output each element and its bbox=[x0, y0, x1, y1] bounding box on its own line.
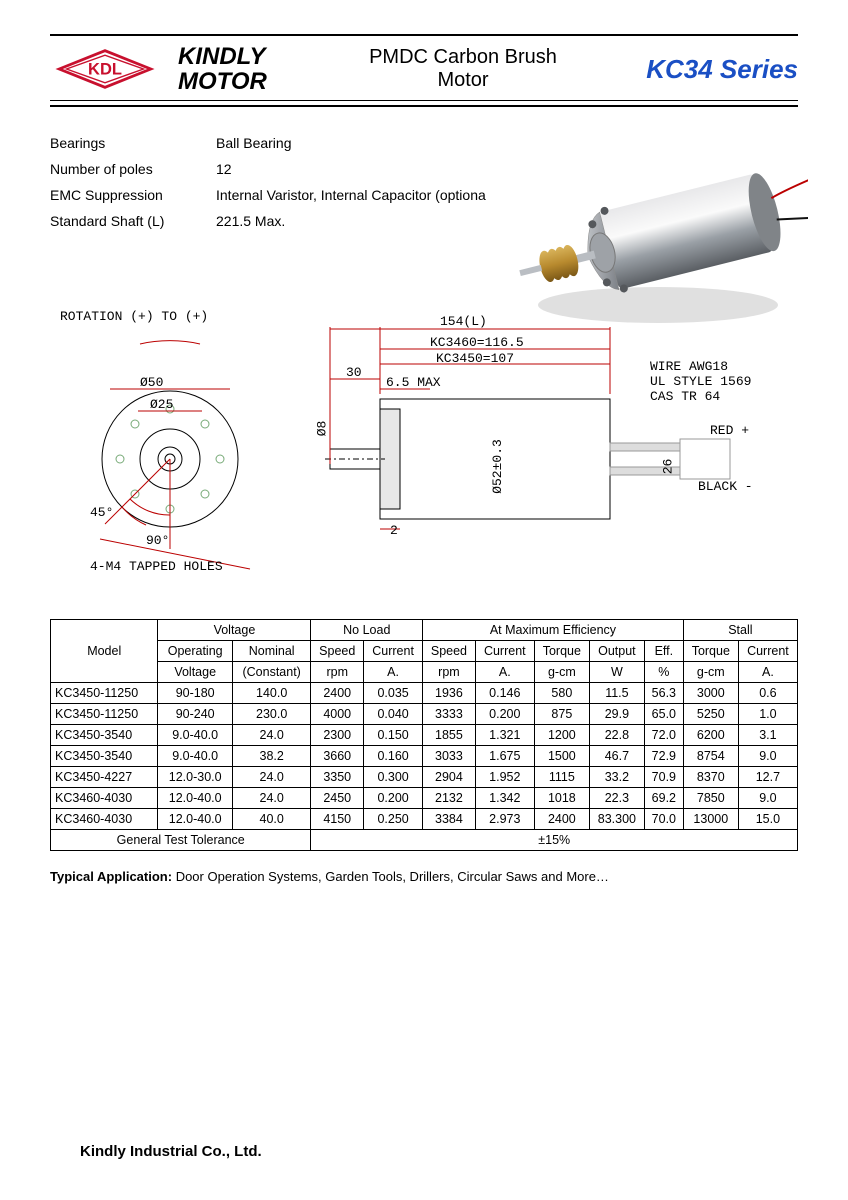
dim-rotation: ROTATION (+) TO (+) bbox=[60, 309, 208, 324]
company-footer: Kindly Industrial Co., Ltd. bbox=[80, 1143, 262, 1160]
dim-red: RED + bbox=[710, 423, 749, 438]
th-noload: No Load bbox=[311, 620, 423, 641]
subhead-row2: Voltage (Constant) rpm A. rpm A. g-cm W … bbox=[51, 662, 798, 683]
dim-holes: 4-M4 TAPPED HOLES bbox=[90, 559, 223, 574]
typical-application: Typical Application: Door Operation Syst… bbox=[50, 869, 798, 884]
subhead-row1: Operating Nominal Speed Current Speed Cu… bbox=[51, 641, 798, 662]
dim-dia52: Ø52±0.3 bbox=[490, 440, 505, 495]
table-row: KC3450-1125090-180140.024000.03519360.14… bbox=[51, 683, 798, 704]
dim-kc3460: KC3460=116.5 bbox=[430, 335, 524, 350]
table-row: KC3460-403012.0-40.040.041500.25033842.9… bbox=[51, 809, 798, 830]
dim-black: BLACK - bbox=[698, 479, 753, 494]
dim-45: 45° bbox=[90, 505, 113, 520]
th-model: Model bbox=[51, 620, 158, 683]
dim-2: 2 bbox=[390, 523, 398, 538]
table-row: KC3450-35409.0-40.038.236600.16030331.67… bbox=[51, 746, 798, 767]
product-title: PMDC Carbon Brush Motor bbox=[326, 46, 600, 92]
series-label: KC34 Series bbox=[618, 54, 798, 85]
table-row: KC3450-35409.0-40.024.023000.15018551.32… bbox=[51, 725, 798, 746]
dim-90: 90° bbox=[146, 533, 169, 548]
table-row: KC3460-403012.0-40.024.024500.20021321.3… bbox=[51, 788, 798, 809]
dim-26: 26 bbox=[660, 459, 675, 475]
dim-wire2: UL STYLE 1569 bbox=[650, 374, 751, 389]
spec-row: BearingsBall Bearing bbox=[50, 135, 798, 151]
dim-dia8: Ø8 bbox=[314, 421, 329, 437]
tolerance-row: General Test Tolerance ±15% bbox=[51, 830, 798, 851]
dim-wire3: CAS TR 64 bbox=[650, 389, 720, 404]
table-row: KC3450-1125090-240230.040000.04033330.20… bbox=[51, 704, 798, 725]
table-row: KC3450-422712.0-30.024.033500.30029041.9… bbox=[51, 767, 798, 788]
brand-name: KINDLY MOTOR bbox=[178, 44, 308, 94]
dim-dia50: Ø50 bbox=[140, 375, 163, 390]
dim-154: 154(L) bbox=[440, 314, 487, 329]
svg-text:KDL: KDL bbox=[88, 61, 122, 79]
engineering-diagram: ROTATION (+) TO (+) Ø50 Ø25 45° 90° 4-M4… bbox=[50, 289, 798, 609]
th-maxeff: At Maximum Efficiency bbox=[423, 620, 684, 641]
spec-table: Model Voltage No Load At Maximum Efficie… bbox=[50, 619, 798, 851]
th-stall: Stall bbox=[683, 620, 797, 641]
dim-wire1: WIRE AWG18 bbox=[650, 359, 728, 374]
logo: KDL bbox=[50, 46, 160, 92]
page-header: KDL KINDLY MOTOR PMDC Carbon Brush Motor… bbox=[50, 40, 798, 98]
dim-65max: 6.5 MAX bbox=[386, 375, 441, 390]
dim-kc3450: KC3450=107 bbox=[436, 351, 514, 366]
dim-30: 30 bbox=[346, 365, 362, 380]
dim-dia25: Ø25 bbox=[150, 397, 173, 412]
th-voltage: Voltage bbox=[158, 620, 311, 641]
